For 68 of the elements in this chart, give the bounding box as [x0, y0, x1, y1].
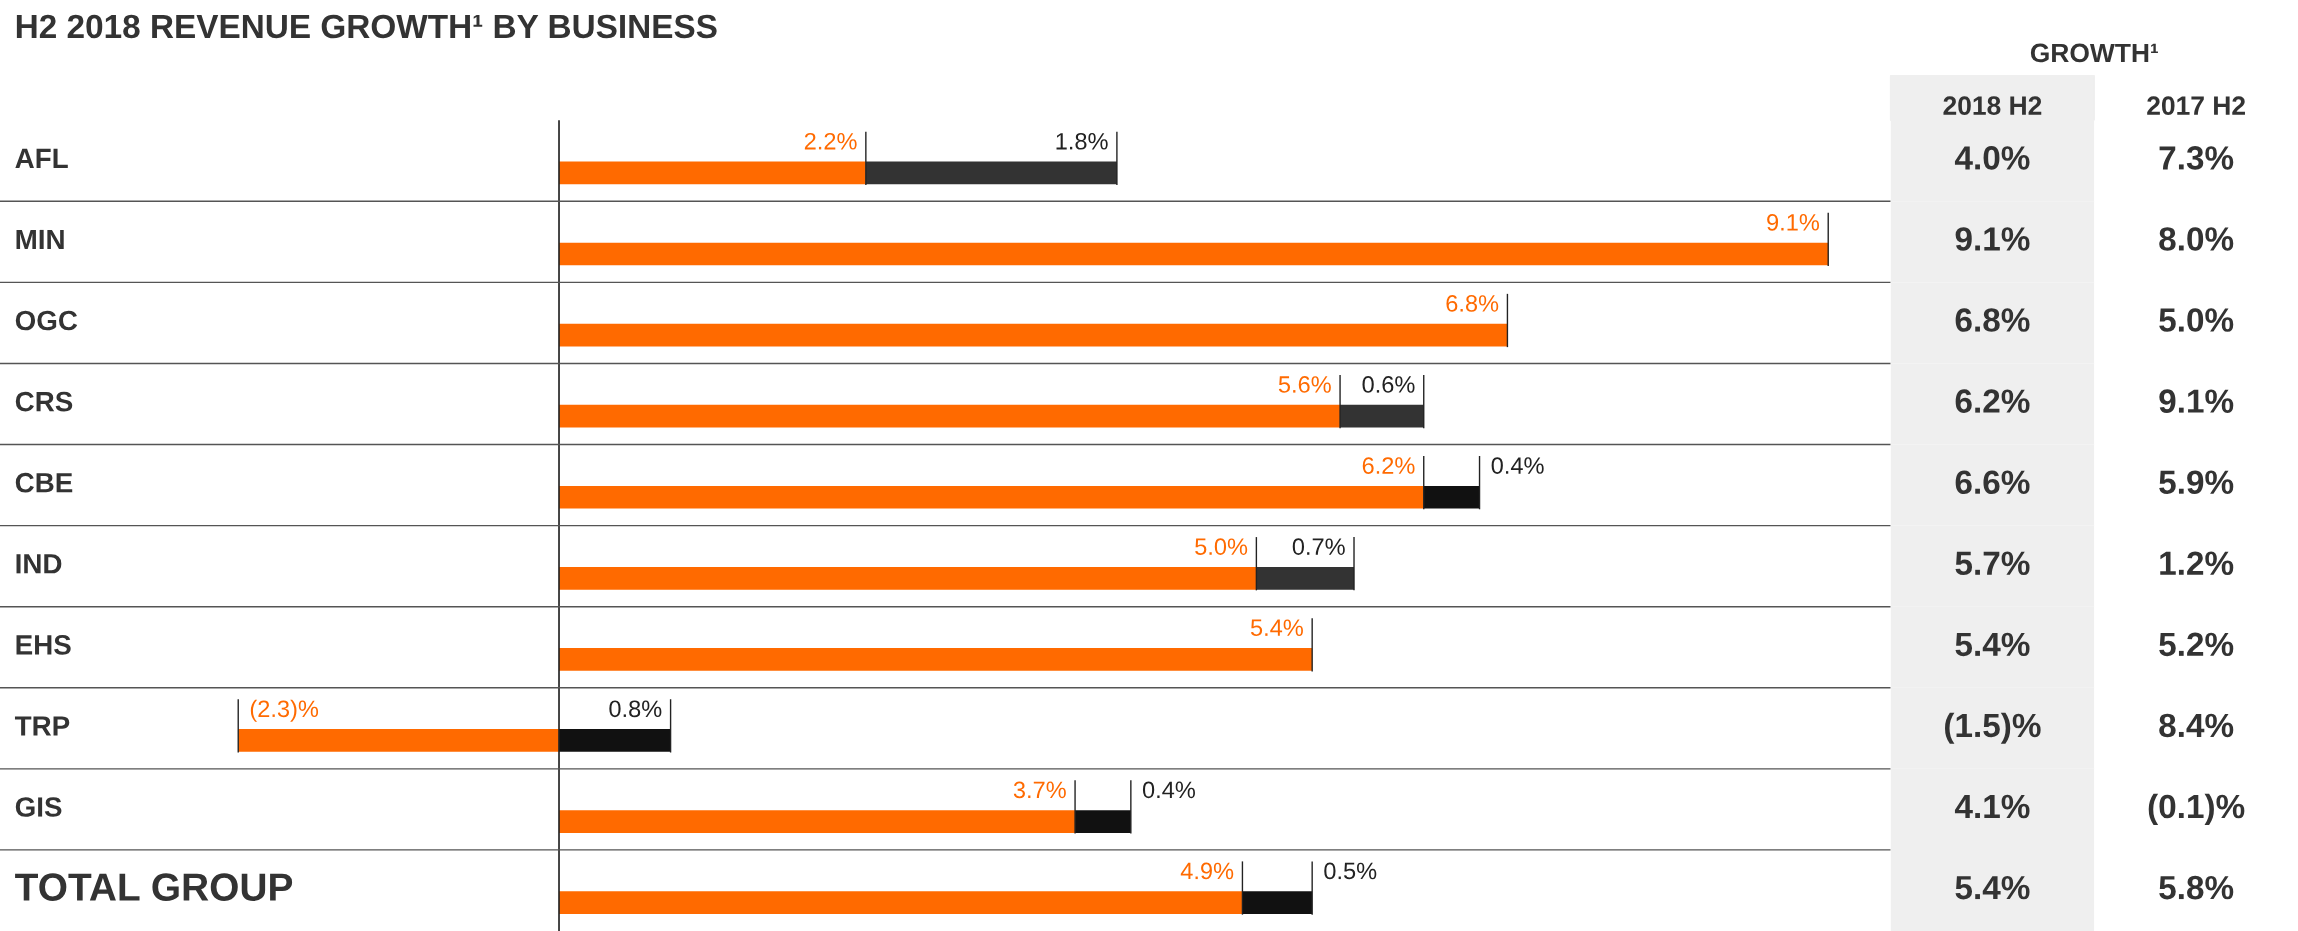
y-tick-label: EHS: [16, 635, 71, 655]
y-tick-label: TRP: [14, 716, 70, 736]
text: 5.7%: [1955, 551, 2030, 576]
y-tick-label: CBE: [15, 472, 73, 493]
bar: [1256, 566, 1355, 590]
data-label: 1.8%: [1056, 132, 1108, 150]
data-label: 0.6%: [1362, 376, 1415, 393]
data-label: 5.4%: [1250, 619, 1303, 637]
bar: [559, 242, 1829, 266]
bar: [1242, 891, 1313, 914]
text: 8.4%: [2159, 713, 2234, 738]
text: 5.9%: [2159, 470, 2234, 495]
text: 9.1%: [1955, 227, 2030, 251]
data-label: 3.7%: [1013, 781, 1066, 799]
text: 1.2%: [2160, 551, 2234, 576]
bar: [559, 161, 866, 185]
category-label: 2017 H2: [2147, 96, 2245, 116]
text: 8.0%: [2159, 227, 2234, 251]
bar: [559, 810, 1076, 833]
bar: [559, 648, 1313, 671]
data-label: (2.3)%: [250, 699, 319, 722]
bar: [1075, 810, 1131, 833]
bar: [1423, 485, 1480, 509]
y-tick-label: AFL: [15, 148, 68, 168]
data-label: 0.4%: [1142, 781, 1195, 799]
y-tick-label: MIN: [16, 229, 64, 250]
y-tick-label: CRS: [15, 391, 73, 412]
y-tick-label: GIS: [15, 797, 62, 817]
bar: [559, 323, 1508, 347]
bar: [559, 404, 1341, 428]
bar: [559, 891, 1243, 914]
bar: [559, 729, 671, 752]
bar: [559, 566, 1257, 590]
text: 6.8%: [1955, 308, 2030, 332]
data-label: 0.4%: [1491, 457, 1544, 474]
data-label: 0.5%: [1324, 862, 1377, 880]
text: (1.5)%: [1945, 712, 2041, 744]
text: 5.4%: [1955, 875, 2030, 900]
text: (0.1)%: [2148, 793, 2245, 825]
data-label: 9.1%: [1767, 213, 1820, 231]
y-tick-label: OGC: [15, 310, 78, 331]
data-label: 4.9%: [1180, 862, 1234, 880]
text: 5.8%: [2159, 875, 2234, 900]
text: GROWTH¹: [2030, 43, 2158, 63]
text: 5.4%: [1955, 632, 2030, 657]
text: 7.3%: [2159, 146, 2234, 170]
bar: [559, 485, 1424, 509]
text: 6.2%: [1955, 389, 2030, 413]
text: 5.0%: [2159, 308, 2234, 332]
data-label: 0.8%: [609, 700, 662, 718]
chart-title: H2 2018 REVENUE GROWTH¹ BY BUSINESS: [16, 14, 717, 39]
bar: [238, 729, 560, 752]
bar: [1340, 404, 1424, 428]
text: 9.1%: [2159, 389, 2234, 413]
text: 6.6%: [1955, 470, 2030, 495]
text: 4.0%: [1954, 146, 2030, 170]
text: 4.1%: [1954, 794, 2030, 819]
data-label: 6.8%: [1446, 295, 1499, 312]
data-label: 5.0%: [1195, 538, 1248, 555]
data-label: 5.6%: [1278, 376, 1331, 393]
text: 5.2%: [2159, 632, 2234, 657]
category-label: 2018 H2: [1943, 96, 2042, 116]
data-label: 0.7%: [1292, 538, 1345, 555]
data-label: 6.2%: [1362, 457, 1415, 474]
y-tick-label: IND: [16, 554, 62, 574]
y-tick-label: TOTAL GROUP: [15, 873, 293, 901]
bar: [865, 161, 1117, 185]
data-label: 2.2%: [804, 132, 857, 150]
